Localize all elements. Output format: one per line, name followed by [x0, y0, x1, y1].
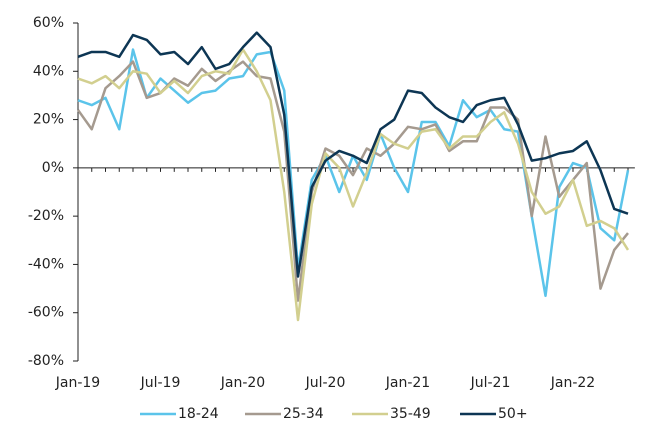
- legend-label: 25-34: [283, 406, 324, 422]
- x-tick-label: Jan-19: [55, 375, 100, 391]
- x-tick-label: Jan-22: [550, 375, 595, 391]
- legend-label: 50+: [498, 406, 528, 422]
- y-tick-label: -20%: [28, 208, 64, 224]
- series-line: [77, 31, 629, 278]
- x-tick-label: Jul-19: [140, 375, 181, 391]
- legend-label: 35-49: [390, 406, 431, 422]
- y-tick-label: -60%: [28, 305, 64, 321]
- x-tick-label: Jul-21: [470, 375, 511, 391]
- y-tick-label: 40%: [33, 63, 64, 79]
- x-tick-label: Jul-20: [305, 375, 346, 391]
- series-line: [77, 48, 630, 322]
- legend-label: 18-24: [178, 406, 219, 422]
- y-tick-label: 20%: [33, 112, 64, 128]
- series-line: [76, 60, 629, 302]
- x-tick-label: Jan-21: [385, 375, 430, 391]
- y-tick-label: 60%: [33, 15, 64, 31]
- y-tick-label: 0%: [42, 160, 64, 176]
- x-tick-label: Jan-20: [220, 375, 265, 391]
- y-tick-label: -40%: [28, 256, 64, 272]
- y-tick-label: -80%: [28, 353, 64, 369]
